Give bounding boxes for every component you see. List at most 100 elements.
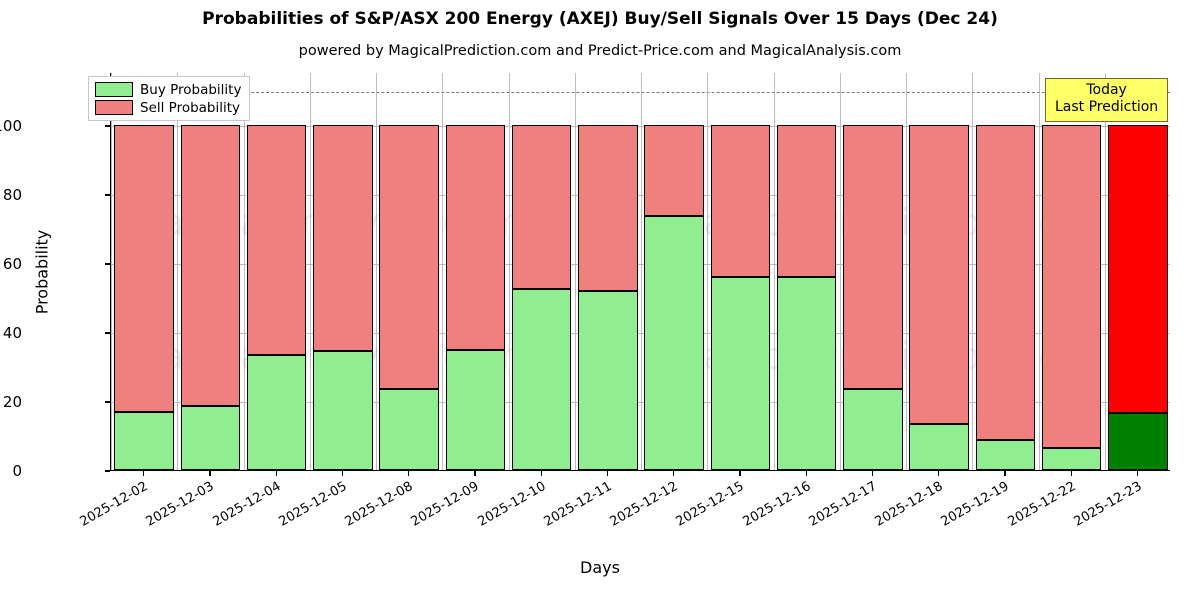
x-axis-tick-mark bbox=[474, 471, 476, 476]
bar-today[interactable] bbox=[1108, 73, 1168, 470]
bar-segment-buy[interactable] bbox=[379, 388, 439, 470]
gridline-vertical bbox=[508, 73, 510, 470]
y-axis-tick-label: 20 bbox=[2, 393, 22, 411]
bar[interactable] bbox=[776, 73, 837, 470]
gridline-vertical bbox=[906, 73, 907, 470]
bar[interactable] bbox=[511, 73, 572, 470]
bar-segment-sell[interactable] bbox=[975, 125, 1036, 440]
y-axis-tick-label: 80 bbox=[2, 186, 22, 204]
bar-segment-buy[interactable] bbox=[313, 351, 373, 470]
bar-segment-buy[interactable] bbox=[975, 439, 1036, 470]
legend-label-buy: Buy Probability bbox=[140, 81, 242, 98]
x-axis-label: Days bbox=[580, 558, 620, 577]
bar[interactable] bbox=[843, 73, 903, 470]
y-axis-tick-label: 100 bbox=[0, 117, 22, 135]
bar-segment-buy[interactable] bbox=[114, 412, 174, 470]
bar-segment-sell[interactable] bbox=[909, 125, 969, 424]
x-axis-tick-mark bbox=[1136, 471, 1139, 476]
gridline-vertical bbox=[177, 73, 179, 470]
bar[interactable] bbox=[578, 73, 638, 470]
bar[interactable] bbox=[445, 73, 506, 470]
bar-segment-sell[interactable] bbox=[379, 125, 439, 389]
bar-segment-buy[interactable] bbox=[776, 277, 837, 470]
bar-segment-sell[interactable] bbox=[1108, 125, 1168, 414]
gridline-vertical bbox=[376, 73, 377, 470]
legend-label-sell: Sell Probability bbox=[140, 99, 241, 116]
y-axis-tick-mark bbox=[105, 194, 110, 196]
x-axis-tick-mark bbox=[673, 471, 675, 476]
gridline-vertical bbox=[442, 73, 444, 470]
bar[interactable] bbox=[975, 73, 1036, 470]
bar-segment-sell[interactable] bbox=[180, 125, 241, 406]
bar[interactable] bbox=[710, 73, 771, 470]
today-annotation-line2: Last Prediction bbox=[1055, 99, 1159, 115]
bar-segment-buy[interactable] bbox=[1108, 413, 1168, 470]
gridline-horizontal bbox=[111, 126, 1170, 127]
y-axis-tick-mark bbox=[105, 401, 110, 403]
x-axis-tick-mark bbox=[341, 471, 344, 476]
bar-segment-sell[interactable] bbox=[313, 125, 373, 352]
bar-segment-buy[interactable] bbox=[445, 350, 506, 470]
gridline-horizontal bbox=[111, 402, 1170, 403]
bar[interactable] bbox=[909, 73, 969, 470]
plot-inner: MagicalAnalysis.comMagicalPrediction.com… bbox=[111, 73, 1170, 470]
bar-segment-sell[interactable] bbox=[710, 125, 771, 278]
x-axis-tick-mark bbox=[739, 471, 741, 476]
chart-title: Probabilities of S&P/ASX 200 Energy (AXE… bbox=[202, 9, 998, 29]
bar[interactable] bbox=[313, 73, 373, 470]
bar-segment-sell[interactable] bbox=[776, 125, 837, 278]
y-axis-tick-label: 0 bbox=[12, 462, 22, 480]
bar-segment-sell[interactable] bbox=[114, 125, 174, 413]
gridline-vertical bbox=[111, 73, 112, 470]
today-annotation-line1: Today bbox=[1086, 82, 1127, 98]
bar[interactable] bbox=[1041, 73, 1102, 470]
legend-item-buy: Buy Probability bbox=[95, 82, 241, 97]
chart-subtitle: powered by MagicalPrediction.com and Pre… bbox=[298, 43, 902, 59]
today-annotation: Today Last Prediction bbox=[1045, 78, 1169, 122]
x-axis-tick-mark bbox=[606, 471, 609, 476]
bar-segment-sell[interactable] bbox=[1041, 125, 1102, 448]
x-axis-tick-mark bbox=[408, 471, 410, 476]
bar[interactable] bbox=[246, 73, 307, 470]
gridline-vertical bbox=[707, 73, 709, 470]
x-axis-tick-mark bbox=[871, 471, 874, 476]
bar-segment-sell[interactable] bbox=[445, 125, 506, 351]
bar-segment-buy[interactable] bbox=[843, 388, 903, 470]
gridline-vertical bbox=[309, 73, 311, 470]
chart-legend: Buy Probability Sell Probability bbox=[88, 76, 251, 121]
y-axis-tick-mark bbox=[105, 125, 110, 127]
bar-segment-buy[interactable] bbox=[180, 405, 241, 470]
bar[interactable] bbox=[379, 73, 439, 470]
bar-segment-buy[interactable] bbox=[644, 215, 704, 470]
bar-segment-sell[interactable] bbox=[843, 125, 903, 389]
gridline-horizontal bbox=[111, 264, 1170, 265]
bar-segment-buy[interactable] bbox=[511, 288, 572, 470]
bar-segment-buy[interactable] bbox=[246, 355, 307, 470]
x-axis-tick-mark bbox=[209, 471, 211, 476]
y-axis-tick-mark bbox=[105, 263, 110, 265]
x-axis-tick-mark bbox=[275, 471, 277, 476]
gridline-vertical bbox=[641, 73, 642, 470]
y-axis-label-container: Probability bbox=[22, 73, 52, 471]
gridline-vertical bbox=[773, 73, 775, 470]
bar[interactable] bbox=[644, 73, 704, 470]
bar-segment-sell[interactable] bbox=[578, 125, 638, 291]
gridline-vertical bbox=[1104, 73, 1106, 470]
reference-line-dashed bbox=[111, 91, 1170, 93]
legend-swatch-buy-icon bbox=[95, 82, 133, 97]
bar-segment-sell[interactable] bbox=[246, 125, 307, 356]
bar[interactable] bbox=[114, 73, 174, 470]
bar-segment-sell[interactable] bbox=[644, 125, 704, 216]
gridline-horizontal bbox=[111, 195, 1170, 196]
bar-segment-sell[interactable] bbox=[511, 125, 572, 289]
y-axis-tick-label: 40 bbox=[2, 324, 22, 342]
gridline-vertical bbox=[1038, 73, 1040, 470]
bar-segment-buy[interactable] bbox=[578, 290, 638, 470]
bar-segment-buy[interactable] bbox=[909, 423, 969, 470]
bar[interactable] bbox=[180, 73, 241, 470]
bar-segment-buy[interactable] bbox=[710, 277, 771, 470]
x-axis-tick-mark bbox=[805, 471, 807, 476]
bar-segment-buy[interactable] bbox=[1041, 447, 1102, 470]
x-axis-tick-mark bbox=[143, 471, 145, 476]
